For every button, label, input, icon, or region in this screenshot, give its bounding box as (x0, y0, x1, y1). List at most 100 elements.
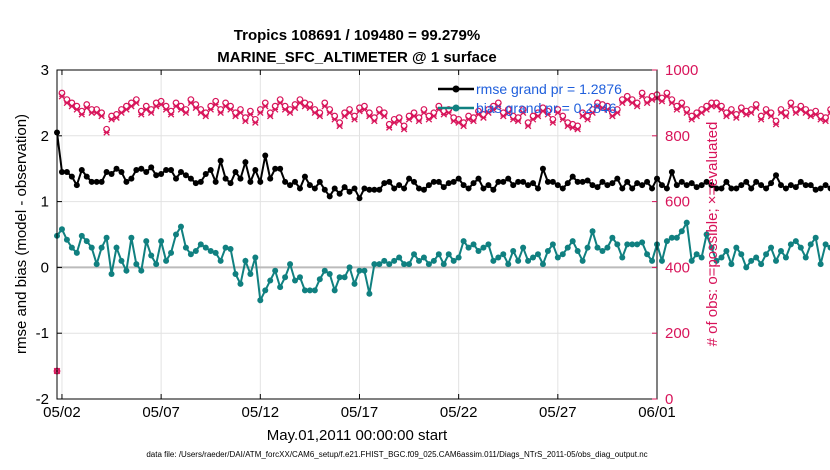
obs-evaluated-point (579, 112, 586, 120)
obs-evaluated-point (619, 99, 626, 107)
rmse-point (500, 178, 507, 185)
bias-point (138, 267, 145, 274)
bias-point (386, 261, 393, 268)
obs-evaluated-point (673, 106, 681, 113)
obs-evaluated-point (222, 102, 229, 110)
rmse-point (490, 186, 497, 193)
rmse-point (316, 178, 323, 185)
rmse-point (599, 178, 606, 185)
obs-evaluated-point (757, 116, 765, 123)
bias-point (272, 267, 279, 274)
obs-evaluated-point (728, 109, 735, 117)
bias-point (331, 287, 338, 294)
bias-point (520, 244, 527, 251)
rmse-point (559, 185, 566, 192)
bias-point (321, 267, 328, 274)
rmse-point (262, 152, 269, 159)
rmse-point (93, 178, 100, 185)
rmse-point (351, 185, 358, 192)
rmse-point (634, 180, 641, 187)
bias-point (495, 254, 502, 261)
bias-point (415, 257, 422, 264)
rmse-point (470, 180, 477, 187)
bias-point (530, 254, 537, 261)
obs-evaluated-point (98, 112, 105, 120)
obs-evaluated-point (708, 102, 715, 110)
obs-evaluated-point (475, 111, 482, 118)
rmse-point (103, 168, 110, 175)
bias-point (698, 254, 705, 261)
obs-evaluated-point (420, 109, 428, 117)
rmse-point (123, 178, 130, 185)
rmse-point (148, 164, 155, 171)
bias-point (460, 238, 467, 245)
obs-evaluated-point (103, 129, 110, 136)
legend-bias-label: bias grand pr = 0.2846 (476, 100, 617, 116)
y-left-tick-label: -1 (36, 325, 49, 342)
rmse-point (366, 186, 373, 193)
bias-point (629, 241, 636, 248)
rmse-point (574, 178, 581, 185)
rmse-point (698, 182, 705, 189)
rmse-point (649, 185, 656, 192)
bias-point (465, 244, 472, 251)
x-axis-label: May.01,2011 00:00:00 start (267, 427, 448, 444)
rmse-point (192, 180, 199, 187)
rmse-point (73, 182, 80, 189)
obs-evaluated-point (450, 117, 457, 125)
y-left-tick-label: -2 (36, 391, 49, 408)
obs-evaluated-point (217, 109, 224, 117)
rmse-point (475, 175, 482, 182)
rmse-point (257, 178, 264, 185)
rmse-point (128, 175, 135, 182)
x-tick-label: 05/17 (341, 404, 379, 421)
bias-point (212, 249, 219, 256)
obs-evaluated-point (133, 99, 140, 107)
bias-point (252, 254, 259, 261)
plot-frame (56, 69, 658, 400)
bias-point (748, 257, 755, 264)
rmse-point (510, 182, 517, 189)
obs-evaluated-point (767, 112, 775, 120)
obs-evaluated-point (311, 109, 319, 117)
bias-point (708, 244, 715, 251)
obs-evaluated-point (564, 122, 572, 130)
rmse-point (177, 168, 184, 175)
bias-point (544, 247, 551, 254)
bias-point (763, 251, 770, 258)
legend-rmse-label: rmse grand pr = 1.2876 (476, 81, 622, 97)
bias-point (802, 254, 809, 261)
obs-evaluated-point (554, 109, 562, 117)
bias-point (401, 261, 408, 268)
y-right-tick-label: 400 (665, 259, 690, 276)
obs-evaluated-point (599, 104, 606, 112)
bias-point (113, 244, 120, 251)
obs-evaluated-point (182, 109, 190, 117)
obs-evaluated-point (509, 116, 517, 123)
obs-evaluated-point (777, 109, 785, 117)
bias-point (614, 241, 621, 248)
y-left-tick-label: 2 (41, 128, 49, 145)
obs-evaluated-point (361, 106, 368, 113)
rmse-point (624, 178, 631, 185)
rmse-point (495, 178, 502, 185)
obs-evaluated-point (227, 106, 234, 113)
obs-count-layer (53, 89, 830, 375)
obs-evaluated-point (460, 122, 467, 130)
obs-evaluated-point (376, 109, 383, 117)
obs-evaluated-point (787, 102, 795, 110)
rmse-point (212, 178, 219, 185)
obs-evaluated-point (534, 112, 542, 120)
rmse-point (455, 175, 462, 182)
obs-evaluated-point (698, 109, 705, 117)
rmse-point (292, 178, 299, 185)
bias-point (450, 257, 457, 264)
bias-point (391, 257, 398, 264)
rmse-point (639, 182, 646, 189)
chart-title: Tropics 108691 / 109480 = 99.279% (234, 27, 480, 44)
obs-evaluated-point (415, 117, 423, 125)
bias-point (678, 228, 685, 235)
rmse-point (420, 186, 427, 193)
rmse-point (153, 172, 160, 179)
bias-point (306, 287, 313, 294)
